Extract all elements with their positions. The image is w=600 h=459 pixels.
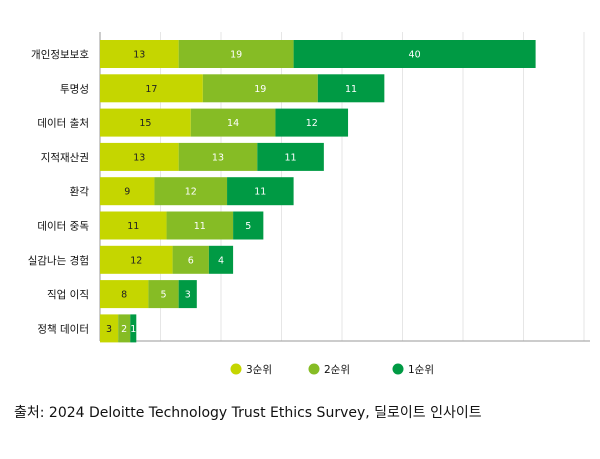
bar-segment bbox=[100, 314, 119, 343]
bar-segment bbox=[130, 314, 137, 343]
category-label: 실감나는 경험 bbox=[28, 254, 89, 267]
bar-value-label: 40 bbox=[409, 50, 421, 61]
bar-value-label: 19 bbox=[230, 50, 242, 61]
bar-segment bbox=[202, 74, 318, 103]
bar-value-label: 13 bbox=[133, 152, 145, 163]
bar-value-label: 1 bbox=[130, 324, 136, 335]
bar-segment bbox=[166, 211, 234, 240]
category-label: 투명성 bbox=[60, 83, 89, 95]
bar-segment bbox=[100, 211, 167, 240]
bar-segment bbox=[100, 142, 179, 171]
bar-value-label: 3 bbox=[106, 324, 112, 335]
bar-value-label: 3 bbox=[185, 290, 191, 301]
bar-segment bbox=[100, 40, 179, 68]
source-note: 출처: 2024 Deloitte Technology Trust Ethic… bbox=[14, 405, 482, 421]
bar-value-label: 5 bbox=[161, 290, 167, 301]
bar-segment bbox=[233, 211, 264, 240]
bar-segment bbox=[317, 74, 385, 103]
bar-value-label: 17 bbox=[145, 84, 157, 95]
bar-value-label: 13 bbox=[212, 152, 224, 163]
bar-value-label: 15 bbox=[139, 118, 151, 129]
bar-segment bbox=[178, 280, 197, 309]
bar-segment bbox=[227, 177, 294, 206]
bar-value-label: 11 bbox=[254, 187, 266, 198]
bar-segment bbox=[275, 108, 349, 137]
bar-segment bbox=[293, 40, 536, 68]
legend: 3순위 2순위 1순위 bbox=[230, 363, 434, 376]
bar-segment bbox=[100, 74, 203, 103]
bar-value-label: 12 bbox=[306, 118, 318, 129]
bar-segment bbox=[100, 280, 149, 309]
bar-segment bbox=[172, 245, 209, 274]
bar-value-label: 6 bbox=[188, 255, 194, 266]
bar-value-label: 14 bbox=[227, 118, 239, 129]
bar-value-label: 11 bbox=[285, 152, 297, 163]
bar-segment bbox=[100, 177, 155, 206]
bar-segment bbox=[178, 40, 294, 68]
bar-value-label: 11 bbox=[345, 84, 357, 95]
category-label: 데이터 출처 bbox=[37, 118, 89, 130]
bar-segment bbox=[118, 314, 131, 343]
bar-segment bbox=[190, 108, 276, 137]
bar-segment bbox=[148, 280, 179, 309]
bar-segment bbox=[154, 177, 228, 206]
legend-swatch bbox=[230, 363, 242, 375]
bar-value-label: 12 bbox=[185, 187, 197, 198]
bar-value-label: 12 bbox=[130, 255, 142, 266]
bar-value-label: 5 bbox=[245, 221, 251, 232]
bar-value-label: 11 bbox=[127, 221, 139, 232]
bar-value-label: 19 bbox=[254, 84, 266, 95]
category-label: 지적재산권 bbox=[41, 152, 89, 164]
category-label: 데이터 중독 bbox=[37, 221, 89, 233]
bar-segment bbox=[257, 142, 324, 171]
legend-label: 1순위 bbox=[408, 363, 434, 376]
bar-value-label: 11 bbox=[194, 221, 206, 232]
bar-value-label: 4 bbox=[218, 255, 224, 266]
bar-value-label: 8 bbox=[121, 290, 127, 301]
legend-swatch bbox=[308, 363, 320, 375]
bar-segment bbox=[178, 142, 258, 171]
legend-label: 2순위 bbox=[324, 363, 350, 376]
bar-value-label: 13 bbox=[133, 50, 145, 61]
bar-segment bbox=[208, 245, 234, 274]
legend-swatch bbox=[392, 363, 404, 375]
bar-segment bbox=[100, 245, 173, 274]
bar-value-label: 9 bbox=[124, 187, 130, 198]
category-label: 개인정보보호 bbox=[31, 49, 89, 61]
category-label: 환각 bbox=[70, 186, 90, 198]
category-label: 직업 이직 bbox=[47, 288, 89, 301]
legend-label: 3순위 bbox=[246, 363, 272, 376]
bar-segment bbox=[100, 108, 191, 137]
bar-value-label: 2 bbox=[121, 324, 127, 335]
category-label: 정책 데이터 bbox=[37, 323, 89, 335]
